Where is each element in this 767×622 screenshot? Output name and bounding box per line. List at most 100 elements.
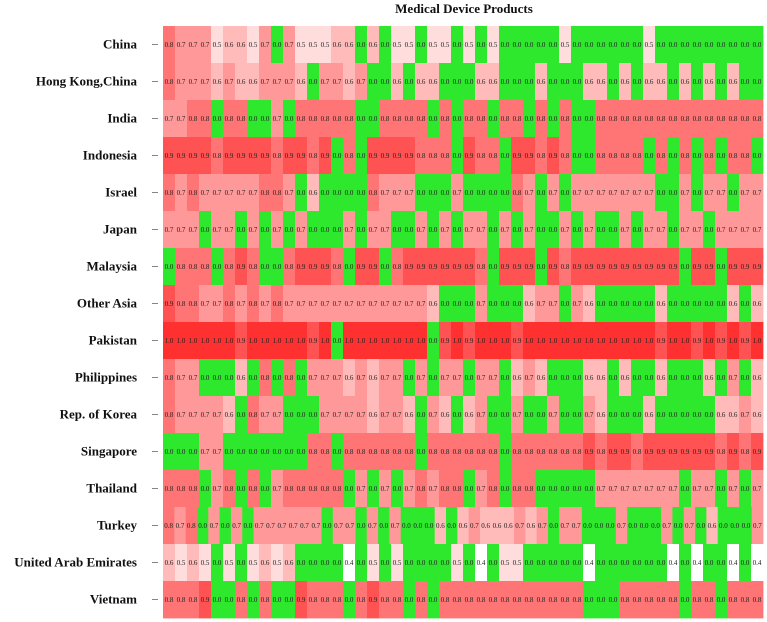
heatmap-cell bbox=[307, 26, 320, 64]
cell-value-label: 0.0 bbox=[717, 596, 726, 604]
cell-value-label: 0.0 bbox=[633, 226, 642, 234]
heatmap-cell bbox=[583, 137, 596, 175]
heatmap-cell bbox=[427, 100, 440, 138]
heatmap-cell bbox=[199, 211, 212, 249]
heatmap-cell bbox=[295, 322, 308, 360]
heatmap-cell bbox=[706, 507, 719, 545]
heatmap-cell bbox=[643, 248, 656, 286]
heatmap-cell bbox=[283, 100, 296, 138]
cell-value-label: 0.8 bbox=[165, 41, 174, 49]
heatmap-cell bbox=[595, 581, 608, 619]
cell-value-label: 0.8 bbox=[741, 152, 750, 160]
heatmap-cell bbox=[679, 359, 692, 397]
cell-value-label: 1.0 bbox=[369, 337, 378, 345]
cell-value-label: 0.5 bbox=[429, 41, 438, 49]
cell-value-label: 0.0 bbox=[323, 522, 332, 530]
heatmap-cell bbox=[389, 507, 402, 545]
cell-value-label: 0.0 bbox=[465, 485, 474, 493]
heatmap-cell bbox=[235, 137, 248, 175]
cell-value-label: 1.0 bbox=[225, 337, 234, 345]
cell-value-label: 0.8 bbox=[597, 115, 606, 123]
heatmap-cell bbox=[451, 470, 464, 508]
heatmap-cell bbox=[499, 211, 512, 249]
heatmap-cell bbox=[595, 248, 608, 286]
cell-value-label: 0.0 bbox=[201, 485, 210, 493]
heatmap-cell bbox=[283, 470, 296, 508]
cell-value-label: 0.7 bbox=[333, 411, 342, 419]
heatmap-cell bbox=[667, 211, 680, 249]
heatmap-cell bbox=[595, 544, 608, 582]
heatmap-cell bbox=[559, 544, 572, 582]
cell-value-label: 0.8 bbox=[237, 596, 246, 604]
cell-value-label: 0.7 bbox=[645, 189, 654, 197]
cell-value-label: 0.6 bbox=[621, 78, 630, 86]
cell-value-label: 0.0 bbox=[561, 374, 570, 382]
cell-value-label: 1.0 bbox=[381, 337, 390, 345]
heatmap-cell bbox=[583, 359, 596, 397]
cell-value-label: 0.7 bbox=[501, 226, 510, 234]
heatmap-cell bbox=[211, 433, 224, 471]
cell-value-label: 0.8 bbox=[249, 411, 258, 419]
heatmap-cell bbox=[655, 359, 668, 397]
heatmap-cell bbox=[727, 63, 740, 101]
cell-value-label: 0.8 bbox=[561, 596, 570, 604]
cell-value-label: 1.0 bbox=[681, 337, 690, 345]
cell-value-label: 0.8 bbox=[381, 115, 390, 123]
cell-value-label: 0.6 bbox=[597, 411, 606, 419]
heatmap-cell bbox=[655, 433, 668, 471]
cell-value-label: 0.7 bbox=[237, 189, 246, 197]
cell-value-label: 1.0 bbox=[585, 337, 594, 345]
heatmap-cell bbox=[439, 248, 452, 286]
heatmap-cell bbox=[391, 137, 404, 175]
cell-value-label: 0.7 bbox=[381, 300, 390, 308]
cell-value-label: 0.9 bbox=[621, 448, 630, 456]
heatmap-cell bbox=[211, 285, 224, 323]
heatmap-cell bbox=[643, 26, 656, 64]
heatmap-cell bbox=[175, 285, 188, 323]
cell-value-label: 0.0 bbox=[273, 596, 282, 604]
heatmap-cell bbox=[264, 507, 277, 545]
cell-value-label: 0.8 bbox=[441, 596, 450, 604]
cell-value-label: 0.0 bbox=[609, 226, 618, 234]
cell-value-label: 0.0 bbox=[309, 559, 318, 567]
heatmap-cell bbox=[619, 248, 632, 286]
heatmap-cell bbox=[307, 322, 320, 360]
cell-value-label: 0.0 bbox=[489, 189, 498, 197]
cell-value-label: 0.7 bbox=[177, 411, 186, 419]
heatmap-cell bbox=[367, 100, 380, 138]
cell-value-label: 0.7 bbox=[693, 485, 702, 493]
cell-value-label: 0.0 bbox=[244, 522, 253, 530]
cell-value-label: 1.0 bbox=[357, 337, 366, 345]
cell-value-label: 0.0 bbox=[573, 41, 582, 49]
cell-value-label: 0.0 bbox=[693, 300, 702, 308]
cell-value-label: 0.8 bbox=[537, 115, 546, 123]
cell-value-label: 0.0 bbox=[345, 189, 354, 197]
heatmap-cell bbox=[457, 507, 470, 545]
heatmap-cell bbox=[715, 470, 728, 508]
cell-value-label: 0.6 bbox=[441, 411, 450, 419]
cell-value-label: 1.0 bbox=[417, 337, 426, 345]
cell-value-label: 0.8 bbox=[441, 448, 450, 456]
cell-value-label: 0.5 bbox=[393, 559, 402, 567]
cell-value-label: 0.8 bbox=[405, 448, 414, 456]
heatmap-cell bbox=[163, 322, 176, 360]
heatmap-cell bbox=[523, 285, 536, 323]
cell-value-label: 0.8 bbox=[165, 374, 174, 382]
heatmap-cell bbox=[427, 174, 440, 212]
cell-value-label: 0.5 bbox=[201, 559, 210, 567]
heatmap-cell bbox=[187, 544, 200, 582]
heatmap-cell bbox=[319, 285, 332, 323]
heatmap-cell bbox=[344, 507, 356, 545]
cell-value-label: 0.8 bbox=[261, 189, 270, 197]
cell-value-label: 0.7 bbox=[621, 485, 630, 493]
cell-value-label: 0.0 bbox=[705, 41, 714, 49]
heatmap-cell bbox=[691, 100, 704, 138]
heatmap-cell bbox=[175, 581, 188, 619]
heatmap-cell bbox=[199, 63, 212, 101]
cell-value-label: 0.7 bbox=[201, 189, 210, 197]
cell-value-label: 0.0 bbox=[513, 78, 522, 86]
cell-value-label: 0.0 bbox=[705, 226, 714, 234]
cell-value-label: 0.7 bbox=[285, 189, 294, 197]
heatmap-cell bbox=[283, 63, 296, 101]
heatmap-cell bbox=[163, 285, 176, 323]
